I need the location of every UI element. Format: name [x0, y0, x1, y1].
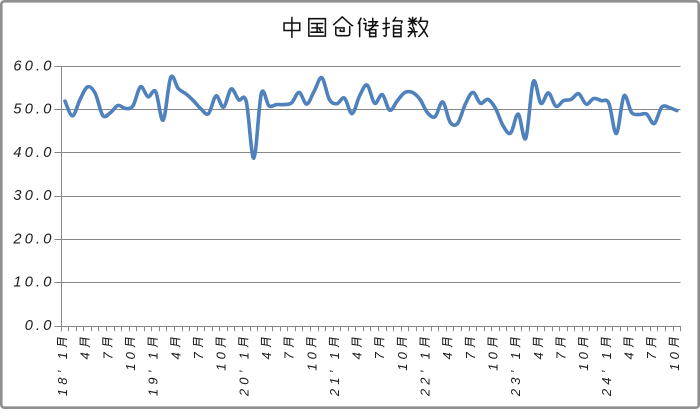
svg-text:7: 7: [644, 348, 659, 359]
svg-text:60.0: 60.0: [13, 58, 54, 74]
svg-text:4: 4: [259, 348, 274, 359]
svg-text:10: 10: [123, 348, 138, 371]
svg-text:7: 7: [191, 348, 206, 359]
svg-text:4: 4: [78, 348, 93, 359]
svg-text:20’ 1: 20’ 1: [236, 348, 251, 397]
svg-text:21’ 1: 21’ 1: [327, 348, 342, 397]
svg-text:19’ 1: 19’ 1: [146, 348, 161, 396]
svg-text:10: 10: [395, 348, 410, 371]
svg-text:10: 10: [576, 348, 591, 371]
svg-text:7: 7: [554, 348, 569, 359]
svg-text:22’ 1: 22’ 1: [418, 348, 433, 397]
svg-text:23’ 1: 23’ 1: [508, 348, 523, 397]
svg-text:18’ 1: 18’ 1: [55, 348, 70, 396]
svg-text:10: 10: [214, 348, 229, 371]
svg-text:4: 4: [168, 348, 183, 359]
svg-text:10: 10: [486, 348, 501, 371]
svg-text:4: 4: [350, 348, 365, 359]
svg-text:7: 7: [463, 348, 478, 359]
svg-text:7: 7: [372, 348, 387, 359]
svg-text:4: 4: [440, 348, 455, 359]
svg-text:7: 7: [282, 348, 297, 359]
svg-text:10: 10: [667, 348, 682, 371]
svg-text:50.0: 50.0: [13, 102, 54, 118]
svg-text:0.0: 0.0: [25, 318, 55, 334]
svg-text:10.0: 10.0: [13, 275, 54, 291]
svg-text:4: 4: [622, 348, 637, 359]
svg-text:40.0: 40.0: [13, 145, 54, 161]
svg-text:4: 4: [531, 348, 546, 359]
svg-text:7: 7: [100, 348, 115, 359]
svg-text:30.0: 30.0: [13, 188, 54, 204]
svg-text:10: 10: [304, 348, 319, 371]
svg-text:20.0: 20.0: [12, 231, 54, 247]
svg-text:24’ 1: 24’ 1: [599, 348, 614, 397]
